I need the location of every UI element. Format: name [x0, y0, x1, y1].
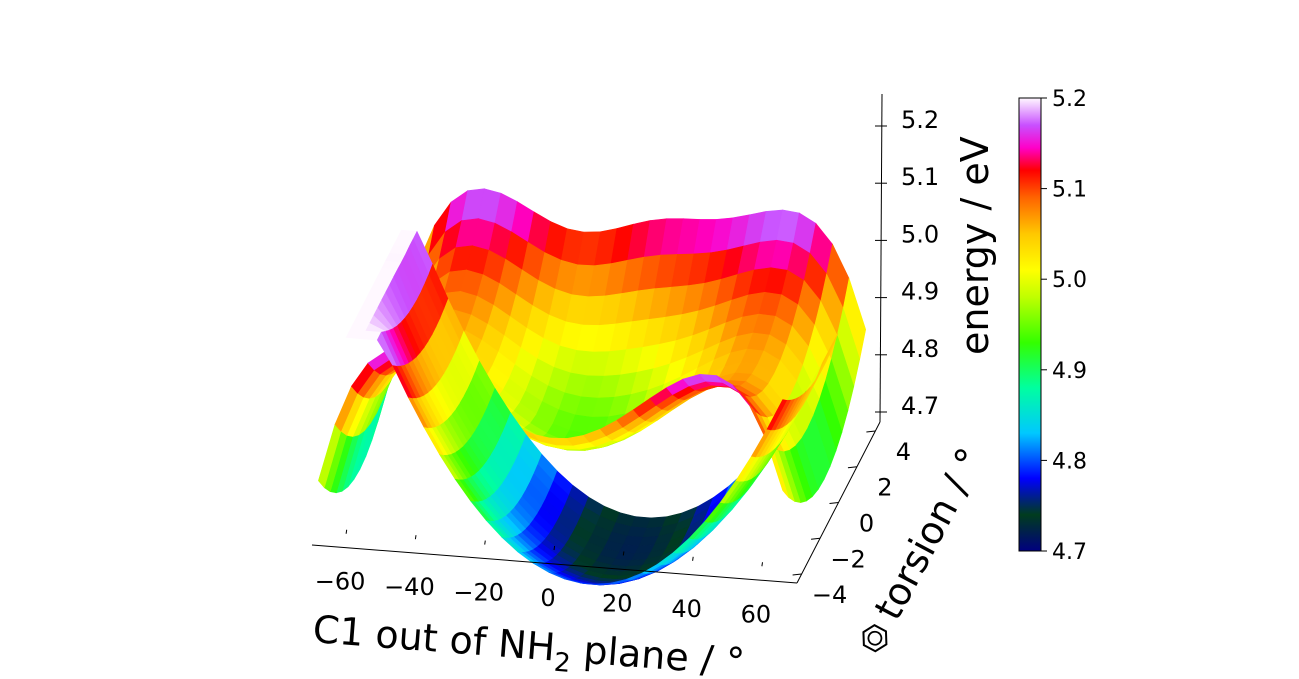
colorbar-tick-label: 5.1 — [1052, 178, 1087, 203]
y-tick-label: −2 — [830, 545, 865, 573]
y-tick-mark — [792, 573, 802, 576]
colorbar-tick-label: 4.9 — [1052, 359, 1087, 384]
y-tick-label: 4 — [896, 438, 911, 466]
y-tick-mark — [866, 430, 876, 433]
x-axis-line — [311, 544, 798, 584]
y-tick-label: −4 — [812, 581, 847, 609]
z-tick-label: 5.1 — [901, 163, 939, 191]
z-tick-label: 4.7 — [901, 392, 939, 420]
x-tick-mark — [484, 540, 486, 545]
y-ticks: −4 −2 024 — [792, 430, 911, 609]
y-tick-mark — [847, 466, 857, 469]
colorbar-gradient — [1018, 97, 1042, 552]
colorbar-tick-label: 5.2 — [1052, 87, 1087, 112]
x-tick-mark — [553, 545, 556, 551]
x-tick-label: −40 — [384, 573, 435, 601]
y-tick-label: 2 — [877, 474, 892, 502]
x-tick-label: 20 — [602, 589, 633, 617]
z-axis-line — [879, 93, 883, 423]
x-tick-mark — [692, 556, 694, 561]
x-tick-mark — [622, 551, 625, 556]
colorbar-tick-label: 5.0 — [1052, 268, 1087, 293]
x-tick-label: 40 — [671, 595, 702, 623]
surface-facet — [766, 399, 788, 431]
surface-mesh — [318, 188, 867, 586]
x-axis-label-subscript: 2 — [553, 648, 572, 679]
y-tick-label: 0 — [859, 510, 874, 538]
benzene-ring-icon — [862, 624, 888, 653]
z-axis: 4.7 4.8 4.9 5.0 5.1 5.2 energy / eV — [875, 93, 997, 423]
x-tick-mark — [761, 562, 763, 567]
y-tick-mark — [829, 502, 839, 504]
y-axis-label-text: torsion / ° — [866, 441, 993, 627]
lower-surface — [345, 229, 839, 586]
colorbar-tick-label: 4.8 — [1052, 449, 1087, 474]
z-tick-label: 5.2 — [901, 106, 939, 134]
z-tick-label: 4.9 — [901, 278, 939, 306]
x-tick-label: 60 — [741, 600, 772, 628]
y-tick-mark — [811, 537, 821, 540]
z-tick-label: 4.8 — [901, 335, 939, 363]
x-tick-label: 0 — [540, 584, 555, 612]
x-axis-label-suffix: plane / ° — [570, 627, 746, 679]
x-tick-label: −20 — [453, 579, 504, 607]
x-tick-mark — [345, 529, 348, 534]
x-tick-label: −60 — [315, 568, 366, 596]
z-axis-label: energy / eV — [953, 136, 997, 355]
z-ticks: 4.7 4.8 4.9 5.0 5.1 5.2 — [875, 106, 939, 420]
colorbar-ticks: 4.7 4.8 4.9 5.0 5.1 5.2 — [1041, 87, 1087, 565]
x-tick-mark — [414, 535, 417, 540]
z-tick-label: 5.0 — [901, 220, 939, 248]
x-ticks: −60 −40 −20 0 20 40 60 — [315, 529, 772, 628]
y-axis-label: torsion / ° — [862, 441, 993, 653]
colorbar-tick-label: 4.7 — [1052, 540, 1087, 565]
colorbar: 4.7 4.8 4.9 5.0 5.1 5.2 — [1018, 87, 1087, 565]
